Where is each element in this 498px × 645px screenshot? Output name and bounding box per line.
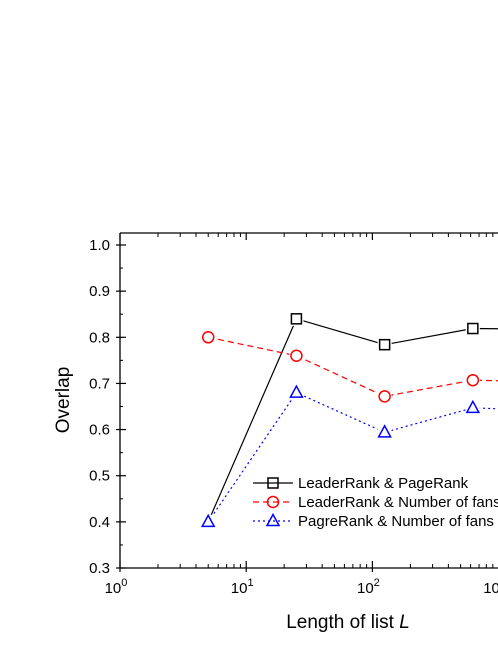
- x-tick-label-exponent: 2: [374, 577, 380, 589]
- data-point-square: [467, 322, 479, 335]
- x-axis-title: Length of list L: [286, 612, 410, 633]
- x-axis-title-variable: L: [399, 612, 410, 633]
- x-tick-label: 100: [105, 577, 128, 597]
- y-tick-label: 0.9: [89, 283, 110, 300]
- x-tick-label: 103: [483, 577, 498, 597]
- data-point-circle: [290, 349, 303, 362]
- x-tick-label-exponent: 1: [247, 577, 253, 589]
- legend-label: LeaderRank & PageRank: [298, 475, 469, 492]
- marker-backing: [465, 400, 480, 415]
- x-tick-label-exponent: 0: [121, 577, 127, 589]
- marker-backing: [377, 425, 392, 440]
- legend-label: PagreRank & Number of fans: [298, 513, 494, 530]
- data-point-square: [267, 477, 279, 489]
- data-point-circle: [378, 390, 391, 403]
- y-tick-label: 0.7: [89, 375, 110, 392]
- marker-backing: [289, 311, 304, 326]
- axes: 0.30.40.50.60.70.80.91.01001011021031041…: [89, 232, 498, 597]
- marker-backing: [289, 385, 304, 400]
- data-point-square: [378, 338, 391, 351]
- data-point-square: [290, 313, 303, 325]
- x-tick-label: 102: [357, 577, 380, 597]
- y-tick-label: 0.8: [89, 329, 110, 346]
- data-point-circle: [266, 495, 280, 509]
- legend: LeaderRank & PageRank LeaderRank & Number…: [253, 475, 498, 530]
- series-line: [208, 336, 498, 397]
- legend-label: LeaderRank & Number of fans: [298, 494, 498, 511]
- marker-backing: [201, 514, 216, 529]
- data-point-triangle: [465, 399, 481, 414]
- x-axis-title-prefix: Length of list: [286, 612, 399, 633]
- data-point-circle: [201, 331, 215, 344]
- data-point-circle: [466, 373, 480, 387]
- plot-series: [200, 311, 498, 529]
- marker-backing: [377, 337, 392, 352]
- data-point-triangle: [265, 512, 281, 527]
- y-axis-title: Overlap: [53, 367, 74, 434]
- marker-backing: [465, 321, 480, 336]
- y-tick-label: 0.4: [89, 514, 110, 531]
- y-tick-label: 0.3: [89, 560, 110, 577]
- data-point-triangle: [377, 424, 392, 438]
- x-tick-label: 101: [231, 577, 254, 597]
- data-point-triangle: [200, 513, 216, 528]
- y-tick-label: 0.5: [89, 468, 110, 485]
- y-tick-label: 0.6: [89, 422, 110, 439]
- data-point-triangle: [289, 384, 304, 398]
- y-tick-label: 1.0: [89, 237, 110, 254]
- series-line: [207, 318, 498, 523]
